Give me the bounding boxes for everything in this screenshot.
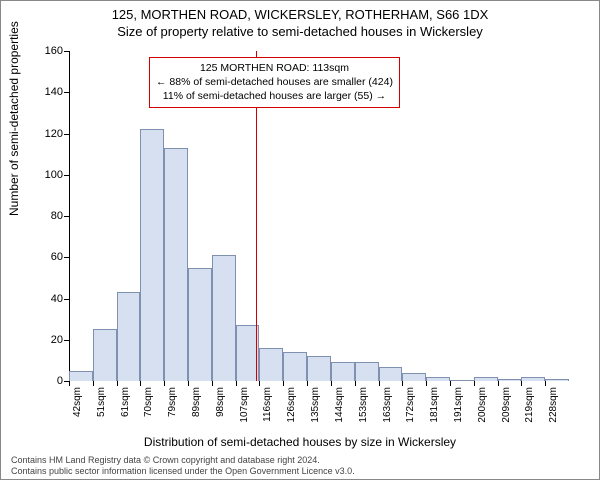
x-tick-label: 98sqm bbox=[215, 387, 226, 417]
histogram-bar bbox=[450, 380, 474, 381]
histogram-bar bbox=[545, 379, 569, 381]
x-tick-label: 153sqm bbox=[358, 387, 369, 423]
x-tick-label: 228sqm bbox=[548, 387, 559, 423]
y-tick-label: 80 bbox=[29, 210, 69, 222]
y-tick-mark bbox=[64, 216, 69, 217]
x-tick-mark bbox=[164, 381, 165, 386]
histogram-bar bbox=[69, 371, 93, 381]
x-tick-mark bbox=[259, 381, 260, 386]
annotation-box: 125 MORTHEN ROAD: 113sqm ← 88% of semi-d… bbox=[149, 57, 400, 108]
x-tick-mark bbox=[426, 381, 427, 386]
x-tick-mark bbox=[117, 381, 118, 386]
x-tick-label: 79sqm bbox=[167, 387, 178, 417]
x-tick-mark bbox=[450, 381, 451, 386]
histogram-bar bbox=[259, 348, 283, 381]
subtitle: Size of property relative to semi-detach… bbox=[1, 24, 599, 39]
x-tick-mark bbox=[69, 381, 70, 386]
x-tick-mark bbox=[307, 381, 308, 386]
y-axis-label: Number of semi-detached properties bbox=[7, 21, 21, 216]
x-tick-label: 135sqm bbox=[310, 387, 321, 423]
x-tick-label: 200sqm bbox=[477, 387, 488, 423]
x-tick-label: 89sqm bbox=[191, 387, 202, 417]
y-tick-mark bbox=[64, 340, 69, 341]
y-tick-label: 60 bbox=[29, 251, 69, 263]
histogram-bar bbox=[212, 255, 236, 381]
x-tick-mark bbox=[140, 381, 141, 386]
x-tick-mark bbox=[498, 381, 499, 386]
x-tick-mark bbox=[212, 381, 213, 386]
histogram-bar bbox=[474, 377, 498, 381]
histogram-bar bbox=[188, 268, 212, 381]
y-axis-line bbox=[69, 51, 70, 381]
x-tick-mark bbox=[402, 381, 403, 386]
attribution-line-1: Contains HM Land Registry data © Crown c… bbox=[11, 455, 589, 466]
x-tick-mark bbox=[331, 381, 332, 386]
x-tick-mark bbox=[93, 381, 94, 386]
x-tick-label: 209sqm bbox=[501, 387, 512, 423]
attribution: Contains HM Land Registry data © Crown c… bbox=[11, 455, 589, 478]
x-tick-label: 116sqm bbox=[262, 387, 273, 422]
histogram-bar bbox=[307, 356, 331, 381]
x-tick-label: 181sqm bbox=[429, 387, 440, 423]
x-tick-mark bbox=[379, 381, 380, 386]
annotation-line-1: 125 MORTHEN ROAD: 113sqm bbox=[156, 61, 393, 75]
y-tick-label: 0 bbox=[29, 375, 69, 387]
x-tick-label: 219sqm bbox=[524, 387, 535, 423]
histogram-bar bbox=[93, 329, 117, 381]
histogram-bar bbox=[426, 377, 450, 381]
x-tick-mark bbox=[474, 381, 475, 386]
histogram-bar bbox=[379, 367, 403, 381]
annotation-line-2: ← 88% of semi-detached houses are smalle… bbox=[156, 75, 393, 89]
attribution-line-2: Contains public sector information licen… bbox=[11, 466, 589, 477]
histogram-bar bbox=[164, 148, 188, 381]
x-tick-mark bbox=[188, 381, 189, 386]
histogram-bar bbox=[117, 292, 141, 381]
x-tick-mark bbox=[355, 381, 356, 386]
y-tick-mark bbox=[64, 134, 69, 135]
annotation-line-3: 11% of semi-detached houses are larger (… bbox=[156, 89, 393, 103]
x-tick-label: 51sqm bbox=[96, 387, 107, 417]
y-tick-mark bbox=[64, 175, 69, 176]
x-tick-label: 107sqm bbox=[239, 387, 250, 423]
histogram-bar bbox=[331, 362, 355, 381]
y-tick-mark bbox=[64, 299, 69, 300]
x-tick-label: 144sqm bbox=[334, 387, 345, 423]
y-tick-label: 120 bbox=[29, 128, 69, 140]
x-tick-label: 70sqm bbox=[143, 387, 154, 417]
histogram-bar bbox=[283, 352, 307, 381]
x-tick-mark bbox=[545, 381, 546, 386]
y-tick-label: 140 bbox=[29, 86, 69, 98]
histogram-bar bbox=[402, 373, 426, 381]
x-tick-mark bbox=[236, 381, 237, 386]
histogram-bar bbox=[355, 362, 379, 381]
x-axis-label: Distribution of semi-detached houses by … bbox=[1, 435, 599, 449]
x-tick-label: 126sqm bbox=[286, 387, 297, 423]
y-tick-mark bbox=[64, 257, 69, 258]
x-tick-label: 191sqm bbox=[453, 387, 464, 423]
histogram-bar bbox=[498, 379, 522, 381]
x-tick-label: 61sqm bbox=[120, 387, 131, 417]
x-tick-label: 42sqm bbox=[72, 387, 83, 417]
x-tick-label: 163sqm bbox=[382, 387, 393, 423]
y-tick-mark bbox=[64, 51, 69, 52]
x-tick-mark bbox=[283, 381, 284, 386]
y-tick-label: 20 bbox=[29, 334, 69, 346]
histogram-bar bbox=[521, 377, 545, 381]
plot-area: 020406080100120140160 42sqm51sqm61sqm70s… bbox=[69, 51, 569, 381]
x-tick-mark bbox=[521, 381, 522, 386]
y-tick-label: 40 bbox=[29, 293, 69, 305]
y-tick-label: 100 bbox=[29, 169, 69, 181]
y-tick-label: 160 bbox=[29, 45, 69, 57]
address-title: 125, MORTHEN ROAD, WICKERSLEY, ROTHERHAM… bbox=[1, 7, 599, 22]
chart-container: 125, MORTHEN ROAD, WICKERSLEY, ROTHERHAM… bbox=[0, 0, 600, 480]
histogram-bar bbox=[140, 129, 164, 381]
y-tick-mark bbox=[64, 92, 69, 93]
x-tick-label: 172sqm bbox=[405, 387, 416, 423]
